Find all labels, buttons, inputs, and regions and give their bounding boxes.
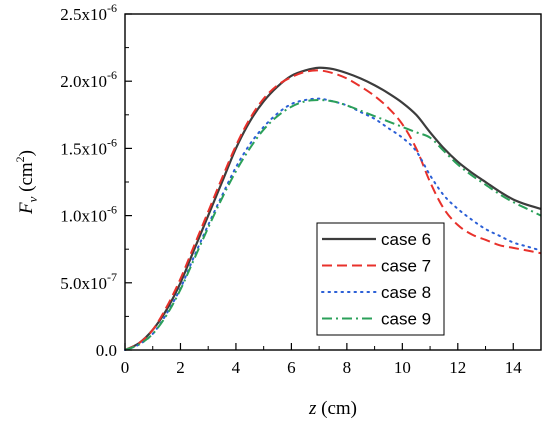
y-tick-label: 1.0x10-6 [60,203,117,226]
y-tick-labels: 0.0 5.0x10-7 1.0x10-6 1.5x10-6 2.0x10-6 2.5x1… [60,1,117,360]
y-tick-label: 1.5x10-6 [60,135,117,158]
x-tick-label: 8 [343,358,352,377]
y-axis-subscript: v [25,196,40,202]
legend-label: case 9 [381,310,431,329]
series-line-2 [124,69,542,351]
legend-entries: case 6 case 7 case 8 case 9 [321,230,431,329]
x-tick-label: 4 [232,358,241,377]
series-lines [124,66,542,352]
x-axis-title: z (cm) [308,398,357,419]
x-tick-label: 2 [176,358,185,377]
legend-label: case 6 [381,230,431,249]
legend-label: case 8 [381,283,431,302]
y-axis-unit-close: ) [16,150,37,156]
y-tick-label: 2.5x10-6 [60,1,117,24]
y-tick-label: 5.0x10-7 [60,270,117,293]
y-tick-label: 0.0 [96,341,117,360]
legend-box [316,222,445,336]
y-axis-variable: F [16,202,37,215]
y-axis-title: Fv (cm2) [13,150,40,215]
y-axis-unit-superscript: 2 [13,156,27,162]
series-line-4 [124,99,542,351]
series-line-1 [124,66,542,352]
legend-label: case 7 [381,257,431,276]
y-axis-unit-open: (cm [16,162,37,197]
x-tick-labels: 0 2 4 6 8 10 12 14 [121,358,523,377]
plot-frame [124,13,542,351]
legend: case 6 case 7 case 8 case 9 [316,222,445,336]
x-tick-label: 0 [121,358,130,377]
x-tick-label: 6 [287,358,296,377]
x-axis-variable: z [308,398,317,419]
x-axis-unit: (cm) [316,398,357,419]
x-tick-label: 12 [449,358,466,377]
x-tick-label: 14 [505,358,523,377]
x-tick-label: 10 [394,358,411,377]
y-tick-label: 2.0x10-6 [60,68,117,91]
